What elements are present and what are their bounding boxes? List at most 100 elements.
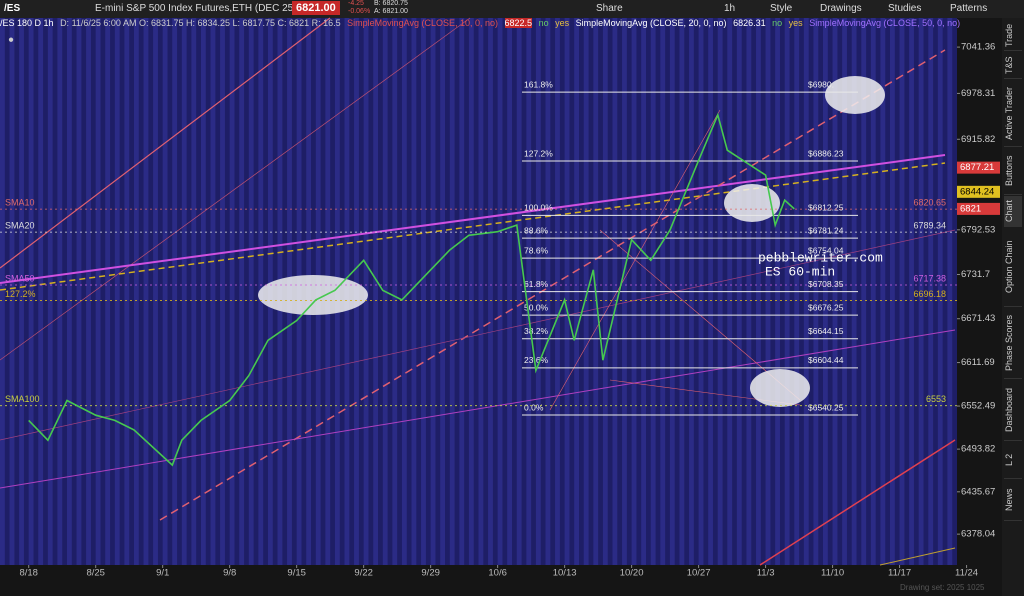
study: SimpleMovingAvg (CLOSE, 10, 0, no) (347, 18, 499, 28)
button[interactable]: Drawings (820, 3, 862, 14)
x-tick-label: 9/1 (156, 568, 169, 579)
button[interactable]: Style (770, 3, 793, 14)
flag: no (772, 18, 783, 28)
chart: ● pebblewriter.com ES 60-min Drawing set… (0, 17, 1002, 596)
fib-ratio: 23.6% (524, 355, 549, 365)
level-value: 6789.34 (913, 221, 946, 231)
side-tab[interactable]: L 2 (1004, 442, 1022, 479)
ask: A: 6821.00 (374, 8, 408, 15)
price-marker-label: 6821 (960, 203, 981, 214)
fib-ratio: 38.2% (524, 326, 549, 336)
fib-price: $6980. (808, 79, 834, 89)
annotation: ES 60-min (765, 264, 835, 279)
side-tab[interactable]: Buttons (1004, 148, 1022, 195)
symbol[interactable]: /ES (4, 3, 21, 14)
fib-ratio: 61.8% (524, 279, 549, 289)
button[interactable]: Studies (888, 3, 922, 14)
x-tick-label: 11/10 (821, 568, 844, 579)
price-marker (957, 202, 1000, 215)
side-tab[interactable]: Phase Scores (1004, 308, 1022, 379)
x-tick-label: 9/8 (223, 568, 236, 579)
info-bar: /ES 180 D 1h D: 11/6/25 6:00 AM O: 6831.… (0, 18, 1000, 30)
side-tab[interactable]: Chart (1004, 196, 1022, 227)
bid: B: 6820.75 (374, 0, 408, 7)
side-tab[interactable]: Trade (1004, 20, 1022, 51)
level-value: 6717.38 (913, 273, 946, 283)
y-tick-label: 6378.04 (961, 529, 995, 540)
level-value: 6553 (926, 394, 946, 404)
y-tick-label: 6731.7 (961, 269, 990, 280)
button[interactable]: Share (596, 3, 623, 14)
side-tab[interactable]: Option Chain (1004, 228, 1022, 307)
marker: ● (8, 35, 14, 46)
last-price: 6821.00 (292, 1, 340, 15)
side-tab[interactable]: News (1004, 480, 1022, 521)
fib-ratio: 0.0% (524, 402, 544, 412)
price-marker (957, 161, 1000, 174)
level-name: SMA10 (5, 198, 35, 208)
level-name: SMA100 (5, 394, 40, 404)
y-tick-label: 6552.49 (961, 401, 995, 412)
x-tick-label: 8/18 (19, 568, 38, 579)
fib-price: $6886.23 (808, 148, 844, 158)
side-tab[interactable]: T&S (1004, 52, 1022, 79)
fib-ratio: 78.6% (524, 245, 549, 255)
price-marker (957, 185, 1000, 198)
study-value: 6822.5 (504, 18, 533, 28)
flag: yes (788, 18, 803, 28)
fib-price: $6812.25 (808, 203, 844, 213)
level-name: 127.2% (5, 289, 36, 299)
y-tick-label: 6435.67 (961, 486, 995, 497)
y-tick-label: 6792.53 (961, 224, 995, 235)
x-tick-label: 10/13 (553, 568, 577, 579)
study-value: 6826.31 (733, 18, 766, 28)
button[interactable]: Patterns (950, 3, 988, 14)
x-tick-label: 11/24 (955, 568, 978, 579)
ohlc: D: 11/6/25 6:00 AM O: 6831.75 H: 6834.25… (60, 18, 341, 28)
fib-ratio: 127.2% (524, 148, 553, 158)
y-tick-label: 6493.82 (961, 444, 995, 455)
flag: yes (555, 18, 570, 28)
x-tick-label: 10/27 (687, 568, 711, 579)
change: -4.25 (348, 0, 364, 7)
fib-price: $6540.25 (808, 402, 844, 412)
fib-price: $6781.24 (808, 225, 844, 235)
x-tick-label: 11/3 (757, 568, 775, 579)
y-tick-label: 7041.36 (961, 42, 995, 53)
price-marker-label: 6844.24 (960, 186, 994, 197)
price-marker-label: 6877.21 (960, 162, 994, 173)
side-tab[interactable]: Active Trader (1004, 80, 1022, 147)
fib-ratio: 161.8% (524, 79, 553, 89)
side-tab[interactable]: Dashboard (1004, 380, 1022, 441)
level-name: SMA20 (5, 221, 35, 231)
button[interactable]: 1h (724, 3, 736, 14)
price-axis-bg (957, 18, 1002, 596)
x-tick-label: 9/22 (354, 568, 373, 579)
level-value: 6820.65 (913, 198, 946, 208)
side-tabs: Trade T&S Active Trader Buttons Chart Option … (1002, 18, 1024, 596)
flag: no (538, 18, 549, 28)
y-tick-label: 6915.82 (961, 134, 995, 145)
study: SimpleMovingAvg (CLOSE, 50, 0, no) (809, 18, 961, 28)
toolbar: /ES E-mini S&P 500 Index Futures,ETH (DE… (0, 0, 1024, 18)
x-tick-label: 11/17 (888, 568, 911, 579)
y-tick-label: 6671.43 (961, 313, 995, 324)
level-name: SMA50 (5, 273, 35, 283)
fib-ratio: 88.6% (524, 225, 549, 235)
fib-price: $6676.25 (808, 302, 844, 312)
y-tick-label: 6611.69 (961, 357, 995, 368)
price-line (28, 112, 795, 467)
x-tick-label: 9/15 (287, 568, 306, 579)
fib-price: $6604.44 (808, 355, 844, 365)
chart-id: /ES 180 D 1h (0, 18, 54, 28)
fib-price: $6644.15 (808, 326, 844, 336)
fib-ratio: 50.0% (524, 302, 549, 312)
footer: Drawing set: 2025 1025 (900, 583, 985, 592)
level-value: 6696.18 (913, 289, 946, 299)
fib-price: $6754.04 (808, 245, 844, 255)
y-tick-label: 6978.31 (961, 88, 995, 99)
study: SimpleMovingAvg (CLOSE, 20, 0, no) (575, 18, 727, 28)
change-pct: -0.06% (348, 8, 371, 15)
x-tick-label: 9/29 (421, 568, 440, 579)
